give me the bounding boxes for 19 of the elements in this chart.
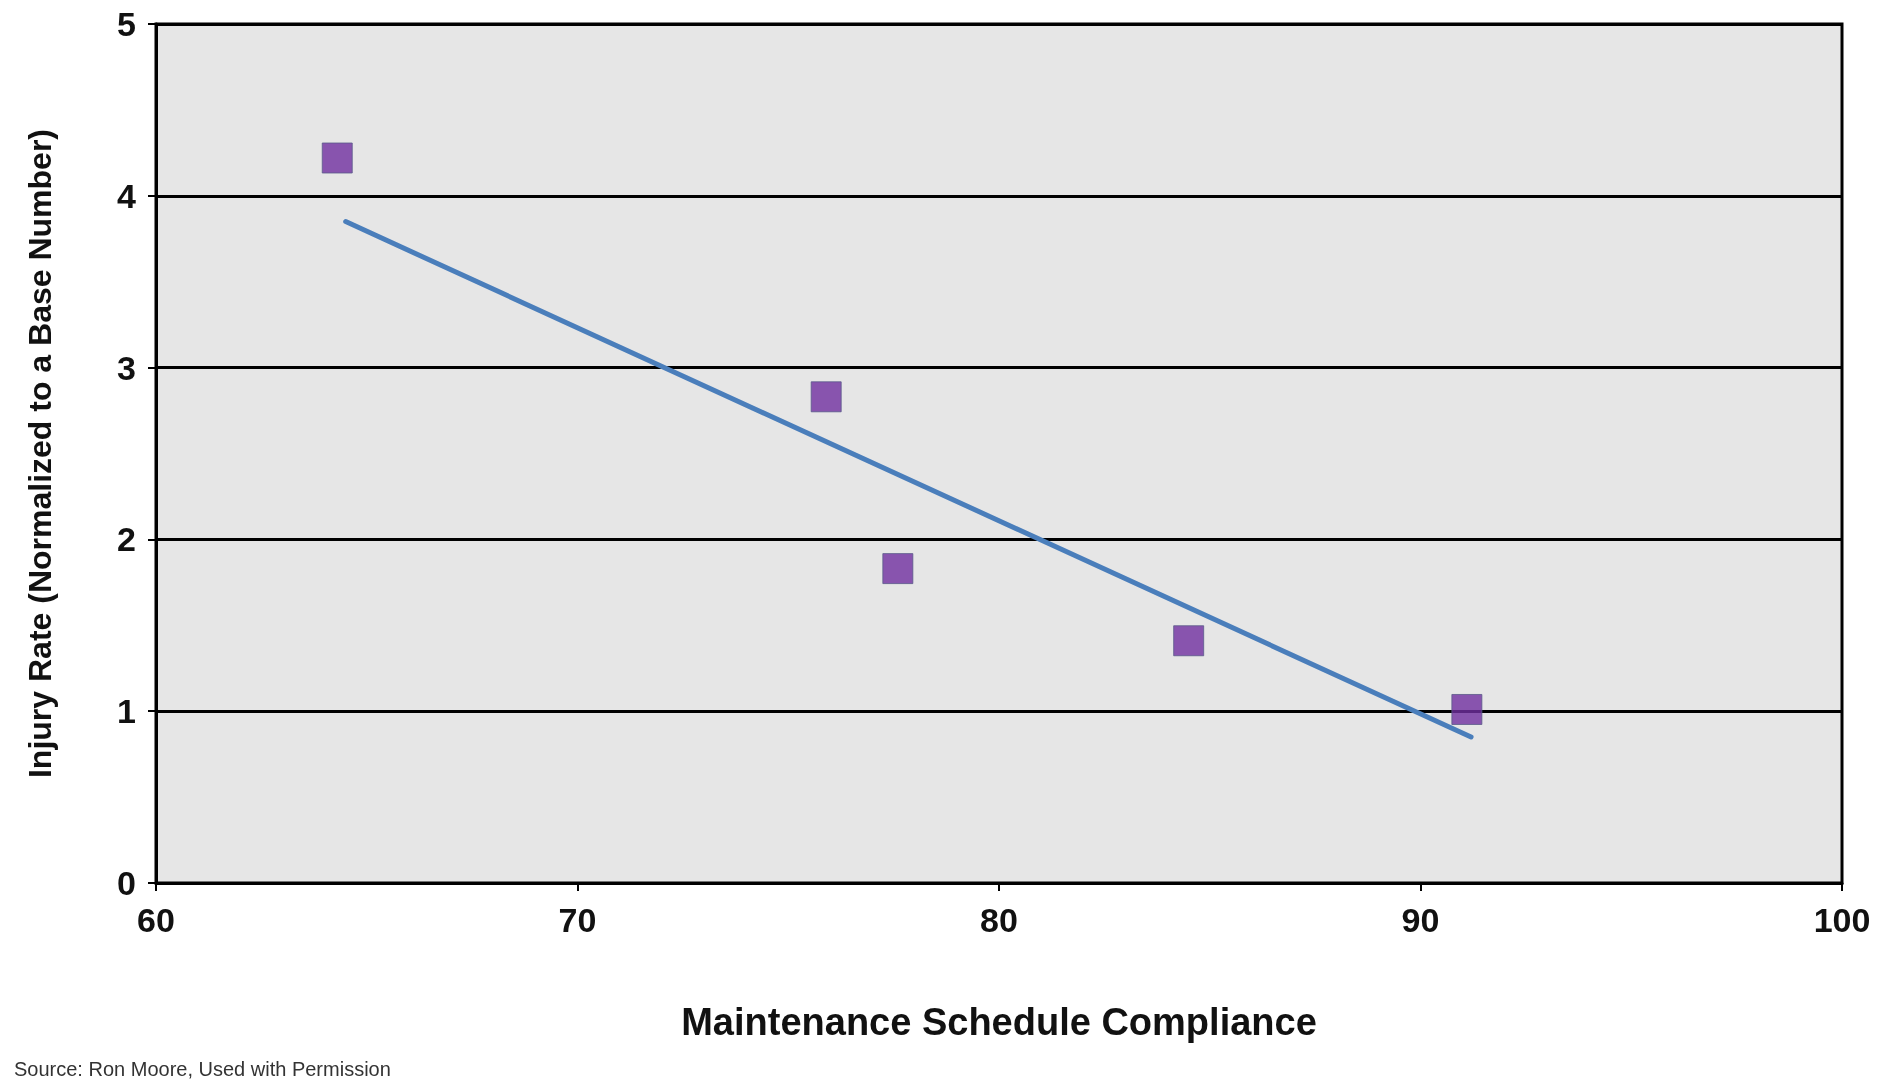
y-tick-label: 5 <box>117 5 136 43</box>
point <box>321 142 353 174</box>
point <box>882 553 914 585</box>
x-tick-label: 60 <box>137 901 175 939</box>
x-tick-label: 90 <box>1401 901 1440 939</box>
y-tick-label: 2 <box>117 520 136 559</box>
y-tick-label: 4 <box>117 176 137 215</box>
y-tick-label: 0 <box>117 864 136 902</box>
point <box>810 381 842 413</box>
x-tick-label: 100 <box>1813 901 1871 939</box>
x-axis-title: Maintenance Schedule Compliance <box>681 1001 1317 1043</box>
y-tick-label: 1 <box>117 692 136 731</box>
point <box>1451 693 1483 725</box>
source-note: Source: Ron Moore, Used with Permission <box>14 1058 391 1080</box>
y-axis-title: Injury Rate (Normalized to a Base Number) <box>22 128 58 779</box>
x-tick-label: 70 <box>558 901 597 939</box>
point <box>1173 625 1205 657</box>
y-tick-label: 3 <box>117 348 136 387</box>
x-tick-label: 80 <box>980 901 1018 939</box>
